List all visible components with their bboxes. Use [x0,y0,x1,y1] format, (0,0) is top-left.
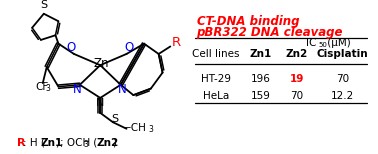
Text: : H (: : H ( [23,138,45,148]
Text: HT-29: HT-29 [201,74,231,84]
Text: Zn1: Zn1 [250,49,272,59]
Text: R: R [17,138,25,148]
Text: N: N [73,83,81,96]
Text: Cisplatin: Cisplatin [317,49,369,59]
Text: 19: 19 [290,74,304,84]
Text: HeLa: HeLa [203,91,229,101]
Text: 3: 3 [84,140,88,149]
Text: CF: CF [35,82,48,92]
Text: Zn1: Zn1 [41,138,63,148]
Text: R: R [172,36,181,49]
Text: 3: 3 [46,84,51,93]
Text: ): ) [112,138,116,148]
Text: −CH: −CH [122,123,146,133]
Text: 12.2: 12.2 [331,91,354,101]
Text: N: N [96,98,104,108]
Text: Zn2: Zn2 [96,138,119,148]
Text: N: N [118,83,127,96]
Text: 196: 196 [251,74,271,84]
Text: S: S [111,114,118,124]
Text: ); OCH: ); OCH [56,138,91,148]
Text: Zn2: Zn2 [286,49,308,59]
Text: CT-DNA binding: CT-DNA binding [197,15,299,28]
Text: Zn: Zn [93,57,109,70]
Text: 3: 3 [148,125,153,134]
Text: pBR322 DNA cleavage: pBR322 DNA cleavage [197,26,343,39]
Text: Cell lines: Cell lines [192,49,240,59]
Text: O: O [67,41,76,54]
Text: 70: 70 [290,91,304,101]
Text: 50: 50 [318,42,327,48]
Text: (μM): (μM) [324,38,351,48]
Text: 70: 70 [336,74,349,84]
Text: (: ( [90,138,97,148]
Text: S: S [40,0,47,10]
Text: O: O [125,41,134,54]
Text: IC: IC [306,38,317,48]
Text: 159: 159 [251,91,271,101]
